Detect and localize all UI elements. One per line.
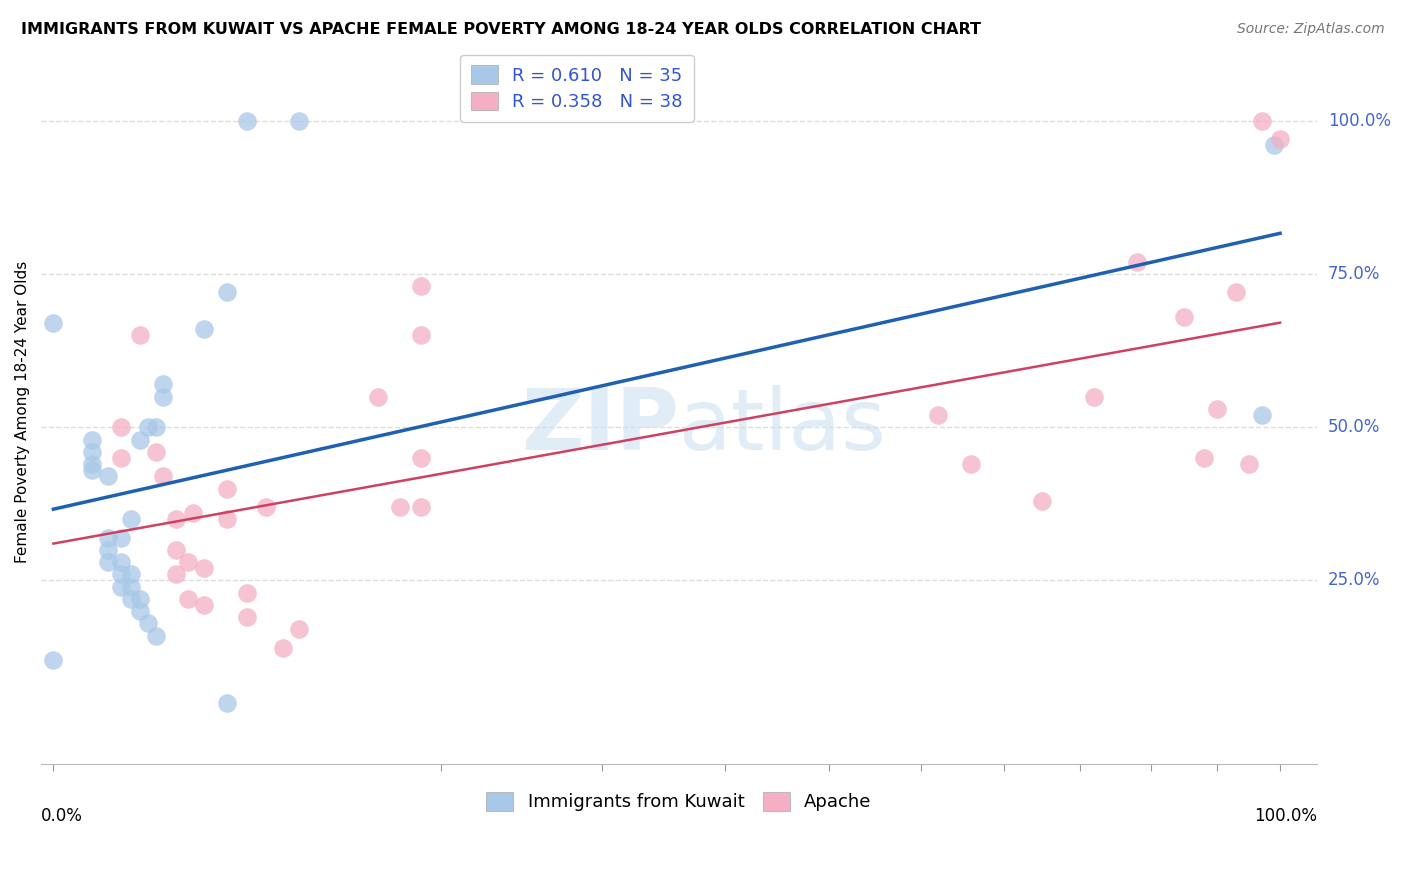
Point: [960, 457, 983, 471]
Point: [193, 598, 215, 612]
Point: [129, 433, 152, 447]
Point: [120, 580, 142, 594]
Point: [165, 567, 187, 582]
Point: [1031, 493, 1053, 508]
Point: [193, 322, 215, 336]
Point: [138, 616, 160, 631]
Y-axis label: Female Poverty Among 18-24 Year Olds: Female Poverty Among 18-24 Year Olds: [15, 260, 30, 563]
Point: [120, 591, 142, 606]
Point: [215, 512, 238, 526]
Point: [97, 555, 120, 569]
Point: [1206, 401, 1229, 416]
Point: [177, 555, 200, 569]
Point: [110, 555, 132, 569]
Point: [82, 457, 104, 471]
Text: Source: ZipAtlas.com: Source: ZipAtlas.com: [1237, 22, 1385, 37]
Point: [1237, 457, 1260, 471]
Point: [236, 114, 259, 128]
Point: [120, 512, 142, 526]
Text: 100.0%: 100.0%: [1254, 806, 1317, 824]
Point: [177, 591, 200, 606]
Text: 100.0%: 100.0%: [1329, 112, 1391, 130]
Point: [1126, 255, 1149, 269]
Point: [129, 591, 152, 606]
Point: [120, 567, 142, 582]
Point: [1225, 285, 1247, 300]
Point: [287, 623, 309, 637]
Point: [145, 420, 167, 434]
Text: 25.0%: 25.0%: [1329, 572, 1381, 590]
Point: [110, 567, 132, 582]
Point: [411, 450, 433, 465]
Point: [1250, 408, 1272, 422]
Point: [411, 279, 433, 293]
Text: IMMIGRANTS FROM KUWAIT VS APACHE FEMALE POVERTY AMONG 18-24 YEAR OLDS CORRELATIO: IMMIGRANTS FROM KUWAIT VS APACHE FEMALE …: [21, 22, 981, 37]
Point: [82, 433, 104, 447]
Text: atlas: atlas: [679, 384, 887, 467]
Point: [1250, 114, 1272, 128]
Point: [236, 585, 259, 599]
Point: [129, 604, 152, 618]
Point: [367, 390, 389, 404]
Point: [110, 531, 132, 545]
Point: [110, 450, 132, 465]
Point: [236, 610, 259, 624]
Legend: Immigrants from Kuwait, Apache: Immigrants from Kuwait, Apache: [479, 785, 879, 819]
Point: [110, 580, 132, 594]
Point: [165, 512, 187, 526]
Point: [152, 390, 174, 404]
Point: [215, 482, 238, 496]
Text: 0.0%: 0.0%: [41, 806, 83, 824]
Point: [129, 328, 152, 343]
Point: [181, 506, 204, 520]
Point: [97, 469, 120, 483]
Point: [97, 542, 120, 557]
Point: [411, 500, 433, 514]
Point: [1263, 138, 1285, 153]
Point: [1192, 450, 1215, 465]
Text: ZIP: ZIP: [522, 384, 679, 467]
Text: 75.0%: 75.0%: [1329, 265, 1381, 283]
Point: [927, 408, 949, 422]
Point: [287, 114, 309, 128]
Point: [110, 420, 132, 434]
Point: [254, 500, 277, 514]
Point: [42, 653, 65, 667]
Text: 50.0%: 50.0%: [1329, 418, 1381, 436]
Point: [42, 316, 65, 330]
Point: [271, 640, 294, 655]
Point: [1268, 132, 1291, 146]
Point: [97, 531, 120, 545]
Point: [82, 463, 104, 477]
Point: [138, 420, 160, 434]
Point: [82, 444, 104, 458]
Point: [145, 444, 167, 458]
Point: [411, 328, 433, 343]
Point: [215, 696, 238, 710]
Point: [152, 469, 174, 483]
Point: [389, 500, 412, 514]
Point: [1083, 390, 1105, 404]
Point: [215, 285, 238, 300]
Point: [1173, 310, 1195, 324]
Point: [145, 629, 167, 643]
Point: [152, 377, 174, 392]
Point: [193, 561, 215, 575]
Point: [165, 542, 187, 557]
